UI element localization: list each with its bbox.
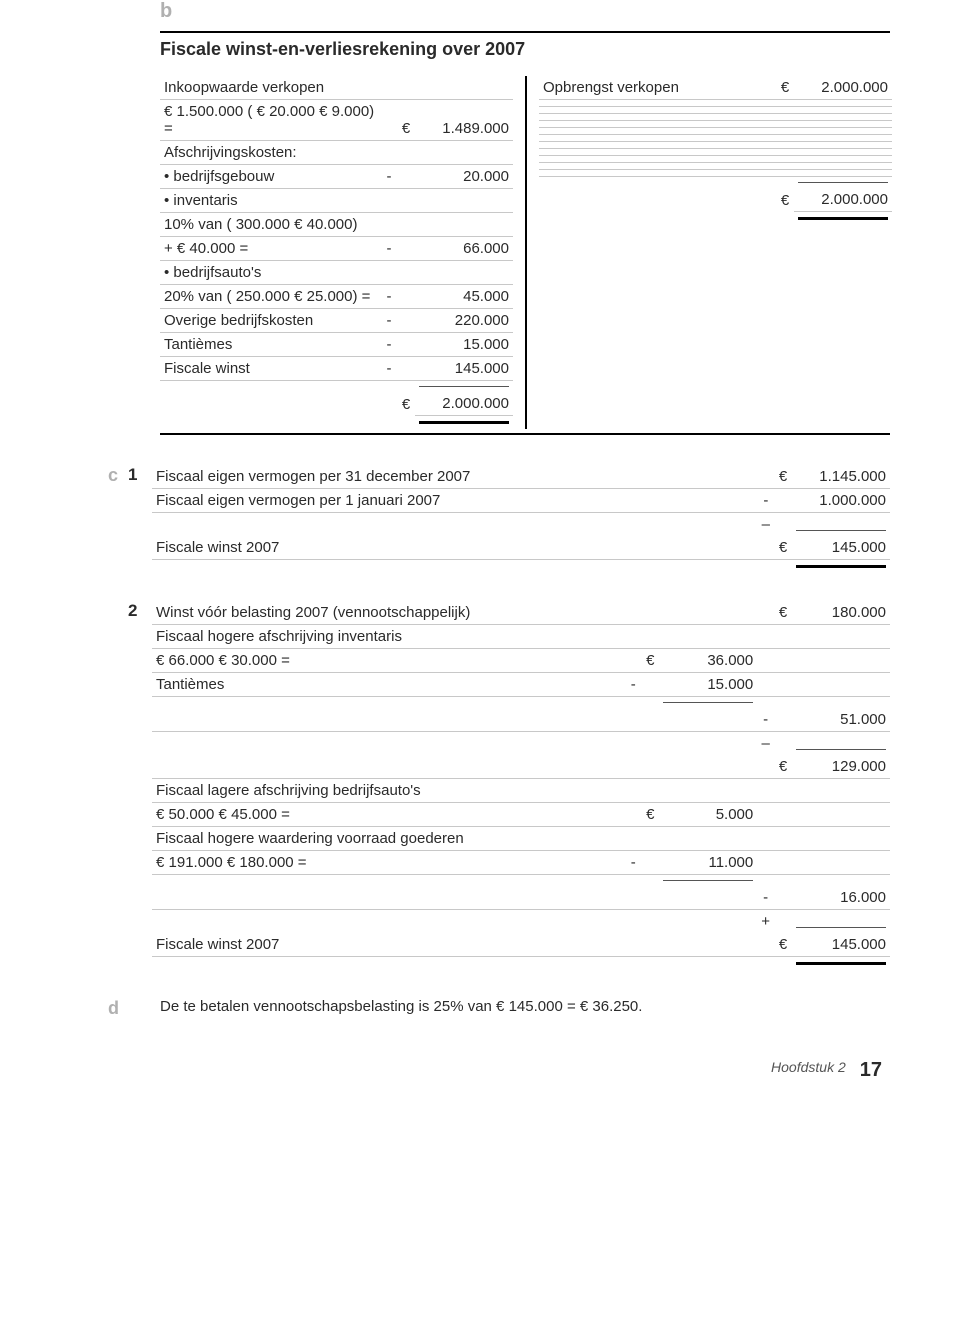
row-label: Fiscaal hogere waardering voorraad goede… — [152, 827, 625, 851]
row-label: Fiscaal eigen vermogen per 1 januari 200… — [152, 489, 758, 513]
section-c1: c 1 Fiscaal eigen vermogen per 31 decemb… — [108, 465, 890, 573]
row-label: € 50.000 € 45.000 = — [152, 803, 625, 827]
row-label: Afschrijvingskosten: — [160, 141, 381, 165]
row-label: Tantièmes — [152, 673, 625, 697]
section-b-label: b — [160, 0, 890, 23]
row-label: Fiscaal eigen vermogen per 31 december 2… — [152, 465, 758, 489]
section-d-label: d — [108, 998, 128, 1019]
row-label: Inkoopwaarde verkopen — [160, 76, 381, 100]
row-label: • bedrijfsauto's — [160, 261, 381, 285]
row-label: • bedrijfsgebouw — [160, 165, 381, 189]
pl-statement: Inkoopwaarde verkopen € 1.500.000 ( € 20… — [160, 76, 890, 435]
row-label: € 1.500.000 ( € 20.000 € 9.000) = — [160, 100, 381, 141]
right-ledger: Opbrengst verkopen€2.000.000 €2.000.000 — [539, 76, 892, 225]
section-c2-num: 2 — [128, 601, 152, 621]
section-b-title: Fiscale winst-en-verliesrekening over 20… — [160, 31, 890, 60]
right-total: 2.000.000 — [794, 188, 892, 212]
row-label: Fiscaal lagere afschrijving bedrijfsauto… — [152, 779, 625, 803]
footer-chapter: Hoofdstuk 2 — [771, 1059, 846, 1082]
row-label: Overige bedrijfskosten — [160, 309, 381, 333]
section-d-text: De te betalen vennootschapsbelasting is … — [160, 998, 642, 1019]
row-label: Tantièmes — [160, 333, 381, 357]
row-label: Winst vóór belasting 2007 (vennootschapp… — [152, 601, 625, 625]
section-c-label: c — [108, 465, 128, 486]
section-c2: 2 Winst vóór belasting 2007 (vennootscha… — [108, 601, 890, 970]
row-label: Opbrengst verkopen — [539, 76, 776, 100]
left-ledger: Inkoopwaarde verkopen € 1.500.000 ( € 20… — [160, 76, 513, 429]
row-label: • inventaris — [160, 189, 381, 213]
section-c1-num: 1 — [128, 465, 152, 485]
result-value: 145.000 — [792, 536, 890, 560]
section-d: d De te betalen vennootschapsbelasting i… — [108, 998, 890, 1019]
row-label: Fiscaal hogere afschrijving inventaris — [152, 625, 625, 649]
row-label: € 191.000 € 180.000 = — [152, 851, 625, 875]
left-total: 2.000.000 — [415, 392, 513, 416]
result-label: Fiscale winst 2007 — [152, 536, 758, 560]
result-value: 145.000 — [792, 933, 890, 957]
page-footer: Hoofdstuk 2 17 — [160, 1059, 890, 1082]
row-label: + € 40.000 = — [160, 237, 381, 261]
row-label: 10% van ( 300.000 € 40.000) — [160, 213, 381, 237]
result-label: Fiscale winst 2007 — [152, 933, 625, 957]
row-label: Fiscale winst — [160, 357, 381, 381]
row-label: 20% van ( 250.000 € 25.000) = — [160, 285, 381, 309]
row-label: € 66.000 € 30.000 = — [152, 649, 625, 673]
footer-page-number: 17 — [860, 1059, 882, 1082]
